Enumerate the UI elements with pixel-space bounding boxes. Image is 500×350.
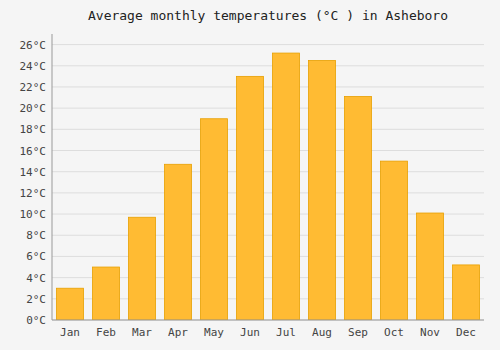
y-tick-label: 4°C xyxy=(26,272,46,285)
bar xyxy=(57,288,84,320)
grid-line xyxy=(52,192,484,193)
y-tick-label: 6°C xyxy=(26,250,46,263)
y-tick-label: 10°C xyxy=(20,208,47,221)
y-tick-label: 26°C xyxy=(20,39,47,52)
x-tick-label: Jan xyxy=(60,326,80,339)
x-tick-label: Sep xyxy=(348,326,368,339)
bar xyxy=(201,119,228,320)
grid-line xyxy=(52,86,484,87)
x-tick-label: Aug xyxy=(312,326,332,339)
title: Average monthly temperatures (°C ) in As… xyxy=(88,8,448,23)
bar xyxy=(93,267,120,320)
x-tick-label: Oct xyxy=(384,326,404,339)
x-tick-label: Feb xyxy=(96,326,116,339)
y-tick-label: 12°C xyxy=(20,187,47,200)
grid-line xyxy=(52,65,484,66)
chart-container: Average monthly temperatures (°C ) in As… xyxy=(0,0,500,350)
grid-line xyxy=(52,320,484,321)
y-tick-label: 8°C xyxy=(26,229,46,242)
y-tick-label: 20°C xyxy=(20,102,47,115)
y-tick-label: 14°C xyxy=(20,166,47,179)
grid xyxy=(52,45,484,320)
bar xyxy=(309,60,336,320)
y-tick-label: 18°C xyxy=(20,123,47,136)
x-tick-label: Apr xyxy=(168,326,188,339)
x-tick-label: Mar xyxy=(132,326,152,339)
grid-line xyxy=(52,108,484,109)
bar xyxy=(237,76,264,320)
page: {"chart_data": {"type": "bar", "title": … xyxy=(0,0,500,350)
x-tick-label: Jun xyxy=(240,326,260,339)
x-axis-line xyxy=(52,320,484,321)
bar xyxy=(129,217,156,320)
chart: Average monthly temperatures (°C ) in As… xyxy=(0,0,500,350)
y-tick-label: 16°C xyxy=(20,145,47,158)
y-tick-label: 24°C xyxy=(20,60,47,73)
bar xyxy=(165,164,192,320)
bars xyxy=(57,53,480,320)
bar xyxy=(381,161,408,320)
grid-line xyxy=(52,171,484,172)
bar xyxy=(273,53,300,320)
x-tick-label: May xyxy=(204,326,224,339)
y-tick-label: 22°C xyxy=(20,81,47,94)
y-axis-line xyxy=(52,34,53,320)
grid-line xyxy=(52,44,484,45)
x-tick-label: Nov xyxy=(420,326,440,339)
x-tick-label: Jul xyxy=(276,326,296,339)
bar xyxy=(345,96,372,320)
bar xyxy=(453,265,480,320)
y-tick-label: 2°C xyxy=(26,293,46,306)
grid-line xyxy=(52,150,484,151)
x-tick-label: Dec xyxy=(456,326,476,339)
bar xyxy=(417,213,444,320)
y-tick-label: 0°C xyxy=(26,314,46,327)
grid-line xyxy=(52,129,484,130)
